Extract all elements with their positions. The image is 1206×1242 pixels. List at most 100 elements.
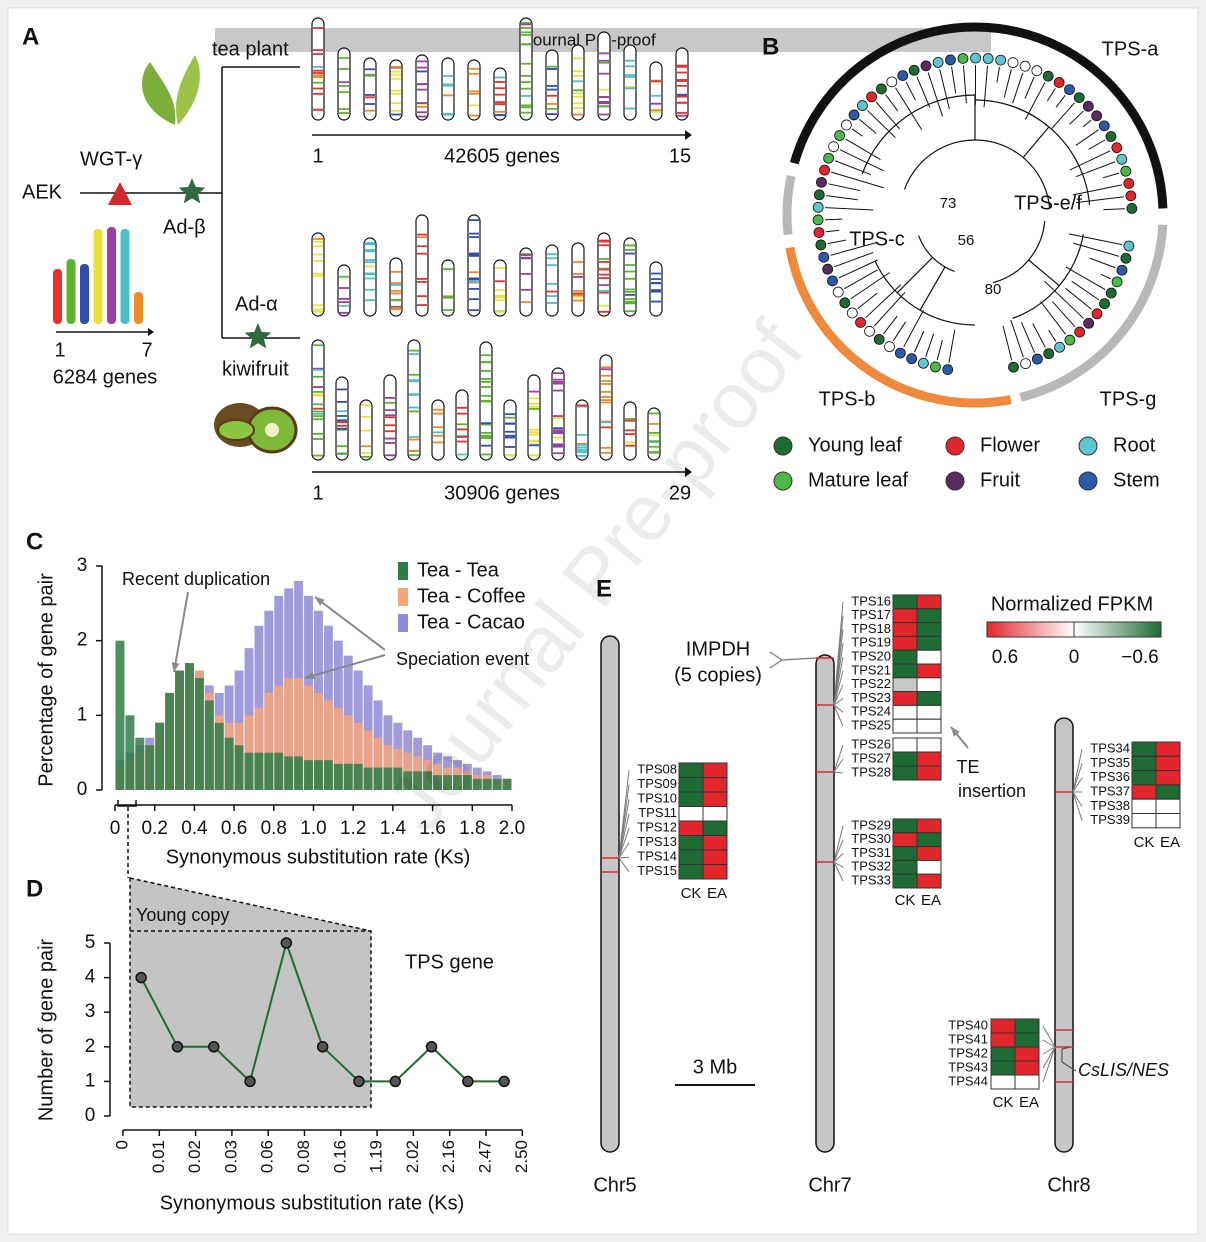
line bbox=[833, 861, 844, 882]
label: 1.8 bbox=[459, 818, 485, 839]
point bbox=[208, 1041, 220, 1053]
label: TPS39 bbox=[1090, 812, 1130, 827]
hist-bar bbox=[175, 670, 184, 790]
stripe bbox=[313, 310, 323, 313]
label: Journal Pre-proof bbox=[524, 30, 656, 49]
heat-cell bbox=[1131, 784, 1157, 800]
label: 0.02 bbox=[185, 1140, 204, 1173]
line bbox=[1002, 325, 1013, 361]
clade-arc bbox=[785, 246, 1012, 408]
stripe bbox=[677, 93, 687, 96]
leaf bbox=[1105, 287, 1117, 299]
leaf bbox=[873, 333, 885, 345]
label: 1 bbox=[85, 1070, 96, 1091]
label: 3 Mb bbox=[693, 1056, 737, 1078]
line bbox=[833, 825, 844, 863]
label: CsLIS/NES bbox=[1078, 1060, 1169, 1080]
stripe bbox=[469, 232, 479, 235]
point bbox=[244, 1075, 256, 1088]
stripe bbox=[625, 76, 635, 78]
stripe bbox=[391, 292, 401, 295]
stripe bbox=[365, 288, 375, 291]
stripe bbox=[553, 378, 563, 381]
hist-bar bbox=[343, 763, 353, 790]
stripe bbox=[599, 102, 609, 105]
stripe bbox=[547, 103, 557, 105]
label: TPS36 bbox=[1090, 769, 1130, 784]
hist-bar bbox=[284, 678, 294, 790]
stripe bbox=[365, 68, 375, 71]
legend-dot bbox=[945, 436, 965, 456]
hist-bar bbox=[502, 778, 512, 790]
chromosome bbox=[545, 244, 559, 317]
stripe bbox=[469, 278, 479, 281]
heat-cell bbox=[892, 846, 918, 861]
line bbox=[1024, 76, 1035, 99]
stripe bbox=[495, 311, 505, 313]
stripe bbox=[469, 271, 479, 274]
stripe bbox=[337, 400, 347, 403]
heat-cell bbox=[702, 864, 728, 880]
stripe bbox=[529, 397, 539, 400]
chromosome bbox=[311, 17, 325, 121]
hist-bar bbox=[304, 760, 313, 790]
leaf bbox=[970, 52, 981, 64]
arrowhead bbox=[171, 662, 180, 672]
label: 4 bbox=[85, 967, 96, 988]
hist-bar bbox=[482, 778, 492, 790]
stripe bbox=[313, 368, 323, 371]
line bbox=[1072, 763, 1083, 793]
heat-cell bbox=[1155, 798, 1181, 815]
label: 1 bbox=[77, 704, 88, 725]
branch bbox=[992, 221, 1046, 284]
heat-cell bbox=[892, 737, 918, 753]
label: 1 bbox=[312, 145, 323, 167]
stripe bbox=[573, 70, 583, 73]
label: TPS34 bbox=[1090, 741, 1130, 756]
stripe bbox=[505, 436, 515, 439]
label: Speciation event bbox=[396, 649, 529, 669]
stripe bbox=[313, 415, 323, 417]
stripe bbox=[547, 302, 557, 304]
label: 1 bbox=[54, 339, 65, 361]
stripe bbox=[625, 107, 635, 110]
stripe bbox=[547, 295, 557, 297]
stripe bbox=[481, 394, 491, 397]
stripe bbox=[495, 110, 505, 113]
stripe bbox=[553, 432, 563, 435]
stripe bbox=[337, 415, 347, 417]
stripe bbox=[601, 451, 611, 454]
stripe bbox=[417, 111, 427, 114]
stripe bbox=[313, 76, 323, 79]
stripe bbox=[505, 422, 515, 425]
hist-bar bbox=[244, 752, 254, 790]
stripe bbox=[599, 290, 609, 292]
line bbox=[916, 76, 931, 108]
stripe bbox=[599, 291, 609, 294]
hist-bar bbox=[492, 778, 502, 790]
label: kiwifruit bbox=[222, 358, 289, 380]
line bbox=[1022, 126, 1050, 158]
branch bbox=[918, 235, 955, 272]
stripe bbox=[495, 101, 505, 104]
stripe bbox=[599, 277, 609, 279]
heat-cell bbox=[1014, 1032, 1040, 1048]
heat-cell bbox=[702, 835, 728, 851]
stripe bbox=[365, 261, 375, 264]
label: Fruit bbox=[980, 469, 1020, 491]
stripe bbox=[677, 114, 687, 117]
heat-cell bbox=[916, 737, 942, 753]
stripe bbox=[469, 219, 479, 221]
leaf bbox=[957, 53, 969, 64]
heat-cell bbox=[678, 835, 704, 851]
line bbox=[833, 853, 844, 863]
heat-cell bbox=[916, 677, 942, 693]
leaf bbox=[1126, 203, 1138, 214]
leaf bbox=[818, 251, 830, 263]
label: 0.06 bbox=[258, 1140, 277, 1173]
stripe bbox=[495, 280, 505, 283]
legend-swatch bbox=[398, 562, 408, 580]
hist-bar bbox=[165, 692, 175, 790]
line bbox=[1072, 749, 1083, 793]
leaf bbox=[866, 91, 877, 103]
